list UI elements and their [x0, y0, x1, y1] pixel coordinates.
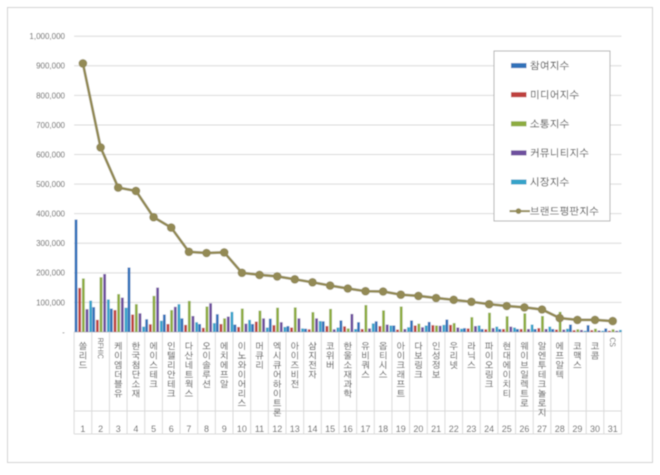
svg-text:27: 27	[537, 424, 547, 434]
svg-text:-: -	[62, 328, 65, 337]
svg-text:3: 3	[116, 424, 121, 434]
svg-text:7: 7	[186, 424, 191, 434]
svg-text:20: 20	[413, 424, 423, 434]
svg-text:29: 29	[572, 424, 582, 434]
svg-text:15: 15	[325, 424, 335, 434]
svg-text:18: 18	[378, 424, 388, 434]
svg-text:900,000: 900,000	[36, 62, 65, 71]
svg-text:1: 1	[80, 424, 85, 434]
svg-text:12: 12	[272, 424, 282, 434]
svg-text:700,000: 700,000	[36, 121, 65, 130]
svg-text:2: 2	[98, 424, 103, 434]
svg-text:100,000: 100,000	[36, 298, 65, 307]
svg-text:24: 24	[484, 424, 494, 434]
svg-text:6: 6	[169, 424, 174, 434]
svg-text:14: 14	[307, 424, 317, 434]
svg-text:17: 17	[360, 424, 370, 434]
svg-text:400,000: 400,000	[36, 210, 65, 219]
svg-text:8: 8	[204, 424, 209, 434]
svg-text:11: 11	[255, 424, 264, 434]
svg-text:10: 10	[237, 424, 247, 434]
svg-text:30: 30	[590, 424, 600, 434]
svg-text:23: 23	[466, 424, 476, 434]
svg-text:200,000: 200,000	[36, 269, 65, 278]
svg-text:800,000: 800,000	[36, 91, 65, 100]
svg-text:4: 4	[133, 424, 138, 434]
svg-text:1,000,000: 1,000,000	[29, 32, 65, 41]
svg-text:22: 22	[449, 424, 459, 434]
svg-text:31: 31	[608, 424, 618, 434]
svg-text:19: 19	[396, 424, 406, 434]
svg-text:5: 5	[151, 424, 156, 434]
svg-text:21: 21	[431, 424, 441, 434]
svg-text:13: 13	[290, 424, 300, 434]
svg-text:9: 9	[222, 424, 227, 434]
svg-text:25: 25	[502, 424, 512, 434]
svg-text:28: 28	[555, 424, 565, 434]
svg-text:500,000: 500,000	[36, 180, 65, 189]
svg-text:300,000: 300,000	[36, 239, 65, 248]
svg-text:600,000: 600,000	[36, 150, 65, 159]
svg-text:16: 16	[343, 424, 353, 434]
svg-text:26: 26	[519, 424, 529, 434]
